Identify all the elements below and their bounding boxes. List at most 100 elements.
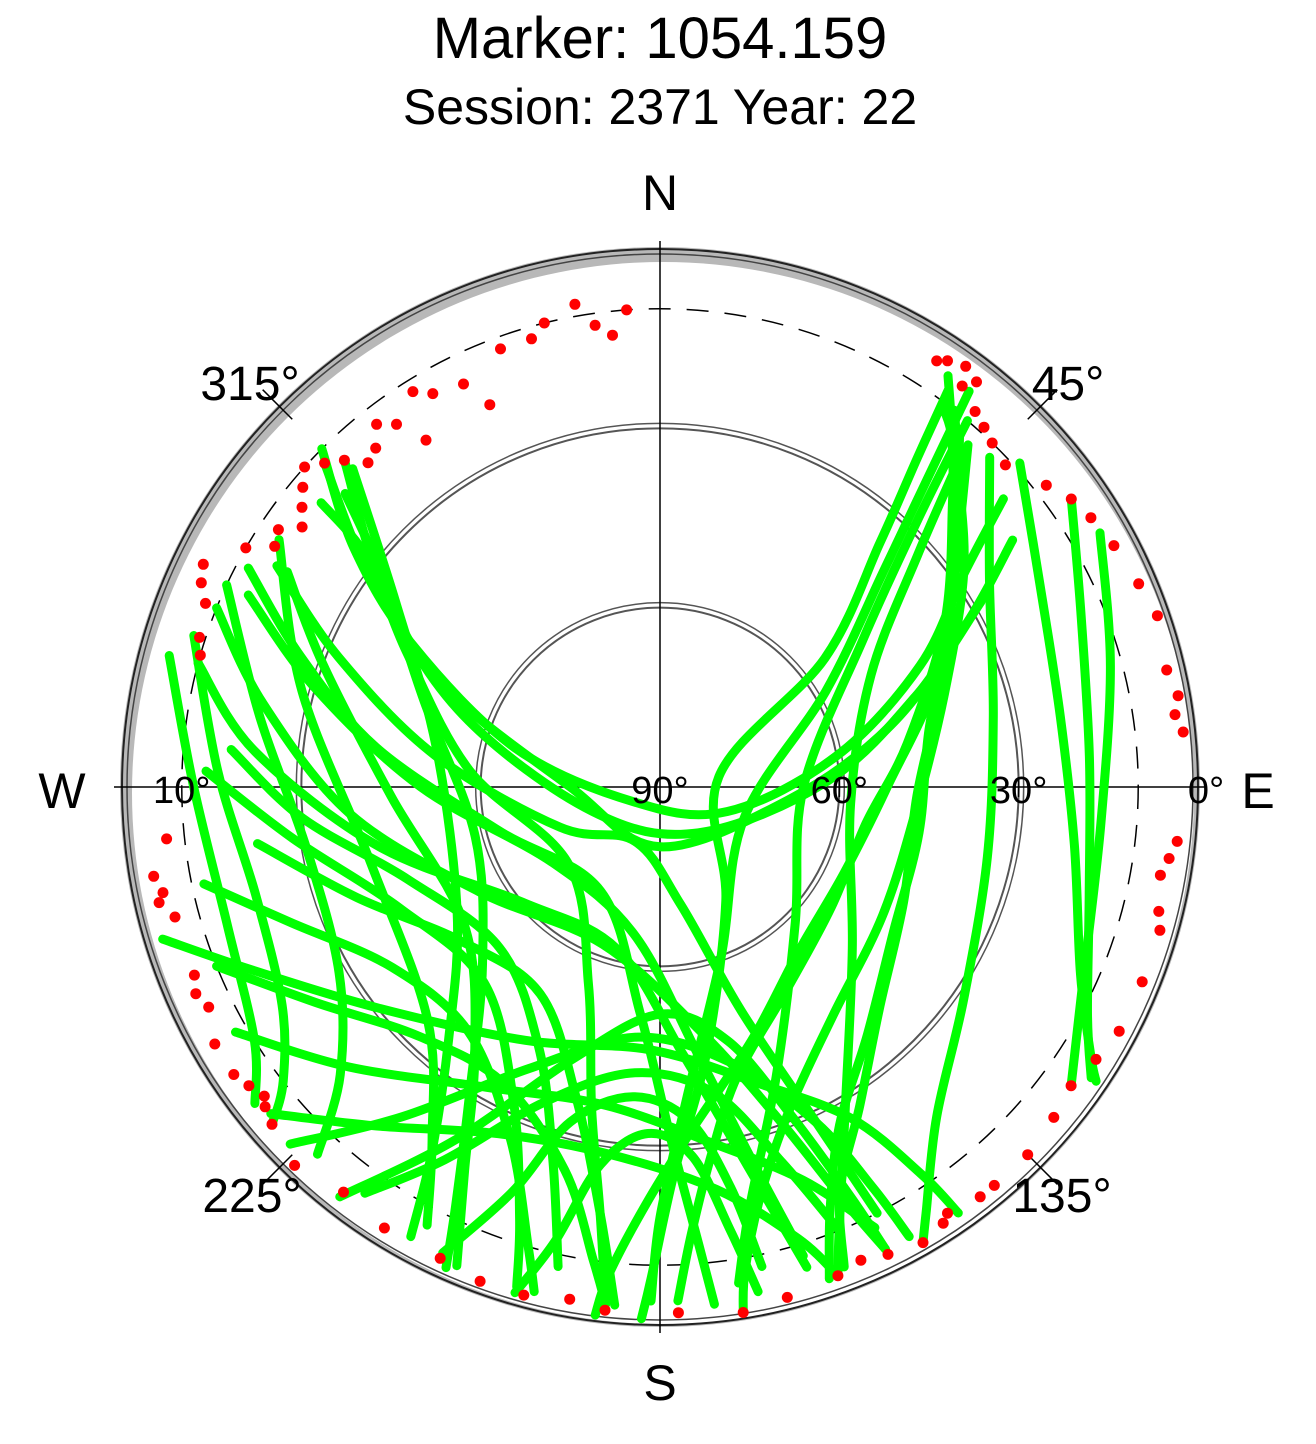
low-elevation-point-26 bbox=[1090, 1053, 1102, 1065]
satellite-tracks bbox=[158, 371, 1115, 1324]
low-elevation-point-68 bbox=[240, 542, 252, 554]
elevation-label-60: 60° bbox=[811, 770, 868, 812]
low-elevation-point-0 bbox=[942, 355, 953, 367]
satellite-track-7 bbox=[1066, 494, 1096, 1083]
satellite-track-36 bbox=[193, 658, 812, 1272]
direction-label-west: W bbox=[38, 763, 86, 819]
low-elevation-point-5 bbox=[969, 406, 981, 417]
satellite-track-41 bbox=[212, 961, 611, 1309]
low-elevation-point-13 bbox=[1133, 578, 1145, 590]
low-elevation-point-20 bbox=[1163, 853, 1175, 864]
low-elevation-point-78 bbox=[370, 442, 382, 454]
satellite-track-27 bbox=[339, 455, 986, 839]
low-elevation-point-10 bbox=[1065, 493, 1077, 505]
low-elevation-point-77 bbox=[362, 457, 374, 469]
low-elevation-point-1 bbox=[931, 355, 943, 367]
azimuth-tick-225 bbox=[262, 1154, 293, 1185]
low-elevation-point-87 bbox=[526, 333, 537, 345]
low-elevation-point-2 bbox=[960, 360, 972, 372]
chart-subtitle: Session: 2371 Year: 22 bbox=[403, 79, 917, 135]
low-elevation-point-37 bbox=[832, 1270, 844, 1282]
low-elevation-point-69 bbox=[269, 540, 281, 552]
satellite-track-21 bbox=[212, 603, 890, 1254]
low-elevation-point-55 bbox=[203, 1001, 215, 1013]
low-elevation-point-19 bbox=[1171, 835, 1183, 847]
low-elevation-point-54 bbox=[209, 1038, 221, 1050]
low-elevation-point-38 bbox=[781, 1291, 793, 1303]
low-elevation-point-40 bbox=[672, 1307, 684, 1319]
low-elevation-point-28 bbox=[1048, 1111, 1060, 1123]
low-elevation-point-83 bbox=[427, 388, 439, 400]
satellite-track-34 bbox=[285, 1032, 914, 1242]
low-elevation-point-33 bbox=[937, 1217, 949, 1229]
satellite-track-28 bbox=[158, 934, 963, 1218]
direction-label-north: N bbox=[642, 165, 678, 221]
low-elevation-point-70 bbox=[272, 524, 284, 536]
low-elevation-point-17 bbox=[1169, 709, 1181, 721]
satellite-track-31 bbox=[360, 1068, 844, 1235]
chart-title: Marker: 1054.159 bbox=[433, 6, 888, 71]
low-elevation-point-16 bbox=[1172, 690, 1184, 702]
low-elevation-points bbox=[148, 298, 1189, 1319]
low-elevation-point-48 bbox=[289, 1159, 301, 1171]
low-elevation-point-56 bbox=[190, 988, 202, 1000]
low-elevation-point-73 bbox=[297, 481, 309, 493]
low-elevation-point-61 bbox=[148, 870, 160, 882]
low-elevation-point-57 bbox=[188, 969, 200, 981]
low-elevation-point-52 bbox=[243, 1080, 255, 1092]
low-elevation-point-71 bbox=[296, 521, 308, 533]
low-elevation-point-64 bbox=[194, 631, 205, 643]
low-elevation-point-30 bbox=[988, 1179, 1000, 1191]
low-elevation-point-4 bbox=[971, 376, 982, 388]
low-elevation-point-72 bbox=[296, 501, 308, 513]
satellite-track-38 bbox=[253, 839, 620, 1310]
low-elevation-point-75 bbox=[319, 457, 331, 469]
low-elevation-point-91 bbox=[607, 329, 618, 341]
low-elevation-point-6 bbox=[978, 421, 990, 433]
low-elevation-point-39 bbox=[737, 1307, 749, 1318]
low-elevation-point-43 bbox=[518, 1289, 530, 1301]
elevation-label-10-west: 10° bbox=[153, 770, 210, 812]
low-elevation-point-88 bbox=[538, 317, 550, 329]
low-elevation-point-79 bbox=[371, 418, 383, 430]
low-elevation-point-25 bbox=[1113, 1025, 1125, 1037]
low-elevation-point-60 bbox=[157, 887, 169, 899]
low-elevation-point-53 bbox=[228, 1069, 240, 1080]
azimuth-label-45: 45° bbox=[1032, 358, 1105, 411]
low-elevation-point-12 bbox=[1108, 540, 1120, 552]
low-elevation-point-3 bbox=[956, 380, 968, 392]
low-elevation-point-11 bbox=[1085, 512, 1097, 524]
low-elevation-point-22 bbox=[1153, 905, 1165, 917]
azimuth-label-225: 225° bbox=[202, 1170, 301, 1223]
low-elevation-point-45 bbox=[434, 1252, 446, 1264]
low-elevation-point-44 bbox=[474, 1275, 486, 1287]
low-elevation-point-80 bbox=[391, 418, 402, 430]
satellite-track-20 bbox=[164, 651, 262, 1108]
direction-label-south: S bbox=[643, 1355, 676, 1411]
low-elevation-point-9 bbox=[1040, 479, 1052, 491]
low-elevation-point-76 bbox=[338, 454, 350, 466]
low-elevation-point-92 bbox=[621, 304, 633, 316]
low-elevation-point-15 bbox=[1161, 664, 1173, 676]
satellite-track-35 bbox=[335, 1009, 890, 1254]
satellite-track-8 bbox=[1066, 528, 1115, 1091]
low-elevation-point-32 bbox=[942, 1207, 953, 1219]
low-elevation-point-14 bbox=[1151, 610, 1163, 622]
low-elevation-point-41 bbox=[599, 1304, 611, 1316]
low-elevation-point-29 bbox=[1022, 1149, 1034, 1161]
low-elevation-point-31 bbox=[974, 1191, 986, 1203]
low-elevation-point-51 bbox=[258, 1090, 270, 1102]
satellite-track-23 bbox=[243, 563, 719, 1309]
low-elevation-point-67 bbox=[197, 558, 209, 570]
satellite-track-19 bbox=[189, 631, 290, 1129]
azimuth-tick-135 bbox=[1027, 1154, 1058, 1185]
low-elevation-point-36 bbox=[855, 1254, 867, 1266]
low-elevation-point-58 bbox=[169, 911, 181, 923]
axis-labels: N S W E 45° 135° 225° 315° 90° 60° 30° 0° 10° bbox=[38, 165, 1274, 1411]
azimuth-tick-45 bbox=[1027, 389, 1058, 420]
azimuth-label-315: 315° bbox=[200, 358, 299, 411]
low-elevation-point-86 bbox=[495, 343, 506, 355]
satellite-track-37 bbox=[226, 745, 563, 1271]
low-elevation-point-47 bbox=[338, 1186, 349, 1198]
